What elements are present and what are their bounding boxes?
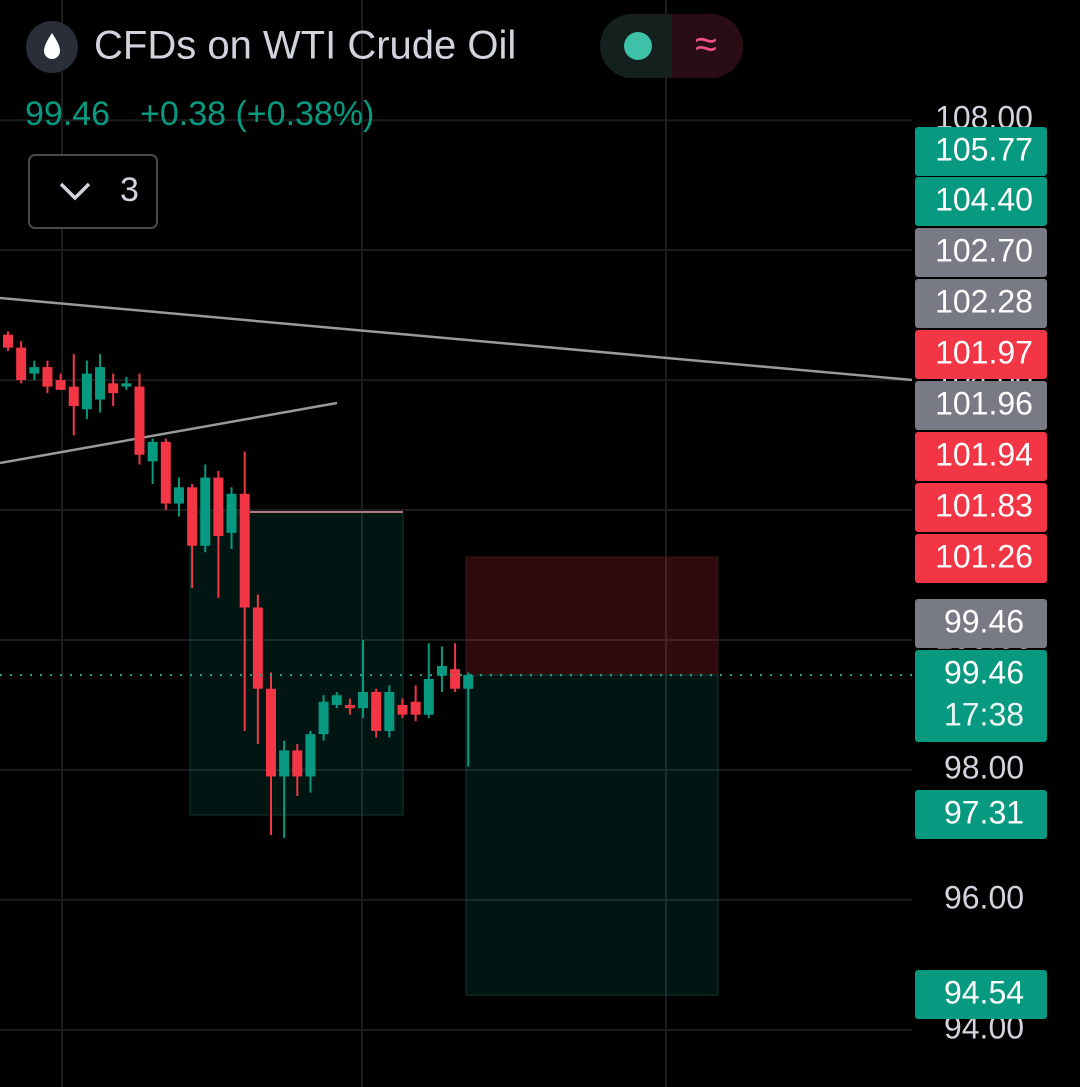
candle-body bbox=[29, 367, 40, 374]
candle-body bbox=[108, 383, 119, 394]
price-tag-label: 94.54 bbox=[944, 974, 1024, 1010]
candle-body bbox=[344, 704, 355, 709]
price-tag-label: 97.31 bbox=[944, 794, 1024, 830]
candle-body bbox=[239, 493, 250, 608]
last-price: 99.46 bbox=[25, 95, 110, 133]
price-tag bbox=[915, 279, 1047, 328]
candle-body bbox=[292, 750, 303, 777]
price-tag-label: 104.40 bbox=[935, 181, 1033, 217]
candle-body bbox=[358, 691, 369, 709]
candle-body bbox=[55, 380, 66, 390]
candle-body bbox=[423, 678, 434, 715]
candle-body bbox=[16, 347, 27, 381]
price-tag-label: 99.46 bbox=[944, 603, 1024, 639]
candle-body bbox=[410, 701, 421, 715]
target-zone bbox=[465, 674, 719, 996]
price-tag-label: 102.28 bbox=[935, 283, 1033, 319]
candle-body bbox=[160, 441, 171, 504]
status-pill-right bbox=[672, 14, 743, 78]
price-tag bbox=[915, 127, 1047, 176]
price-tag-label: 101.94 bbox=[935, 436, 1033, 472]
price-tag-label: 101.26 bbox=[935, 538, 1033, 574]
price-tag-label: 101.96 bbox=[935, 385, 1033, 421]
candle-body bbox=[68, 386, 79, 407]
candle-body bbox=[305, 734, 316, 777]
price-change: +0.38 (+0.38%) bbox=[140, 95, 374, 133]
price-tag bbox=[915, 650, 1047, 742]
price-tag bbox=[915, 534, 1047, 583]
price-tag bbox=[915, 228, 1047, 277]
candle-body bbox=[213, 477, 224, 537]
stop-zone bbox=[465, 556, 719, 676]
price-tag bbox=[915, 381, 1047, 430]
chevron bbox=[59, 182, 91, 201]
candle-body bbox=[371, 691, 382, 731]
price-tag bbox=[915, 432, 1047, 481]
price-tags: 105.77 104.40 102.70 102.28 101.97 101.96 101.… bbox=[915, 127, 1047, 1019]
trend-line bbox=[0, 296, 913, 382]
candle-body bbox=[266, 688, 276, 777]
y-tick-label: 98.00 bbox=[944, 749, 1024, 785]
candle-body bbox=[121, 383, 132, 387]
price-tag-label: 101.83 bbox=[935, 487, 1033, 523]
candle-body bbox=[331, 695, 342, 705]
symbol-title: CFDs on WTI Crude Oil bbox=[94, 24, 516, 68]
candle-body bbox=[436, 665, 447, 676]
trend-line bbox=[0, 401, 338, 465]
candle-body bbox=[226, 493, 237, 533]
price-tag-label: 101.97 bbox=[935, 334, 1033, 370]
drop-icon bbox=[44, 33, 60, 59]
y-tick-label: 96.00 bbox=[944, 879, 1024, 915]
price-tag bbox=[915, 790, 1047, 839]
price-tag bbox=[915, 483, 1047, 532]
candle-body bbox=[463, 675, 474, 689]
header: CFDs on WTI Crude Oil ≈ 99.46 +0.38 (+0.… bbox=[25, 14, 743, 229]
candle-body bbox=[134, 386, 145, 455]
candle-body bbox=[279, 750, 290, 777]
candle-body bbox=[147, 441, 158, 462]
candle-body bbox=[318, 701, 329, 735]
candle-body bbox=[252, 607, 263, 689]
price-tag-label: 99.46 bbox=[944, 654, 1024, 690]
candle-body bbox=[173, 487, 184, 504]
data-icon: ≈ bbox=[695, 23, 717, 67]
price-tag-label: 102.70 bbox=[935, 232, 1033, 268]
market-status bbox=[624, 32, 652, 60]
indicator-count: 3 bbox=[120, 171, 139, 209]
indicators-toggle[interactable] bbox=[28, 154, 158, 229]
candle-body bbox=[81, 373, 92, 410]
candle-body bbox=[450, 669, 461, 689]
countdown: 17:38 bbox=[944, 696, 1024, 732]
plot bbox=[0, 331, 912, 839]
candle-body bbox=[187, 487, 198, 546]
candle-body bbox=[397, 704, 408, 715]
price-tag bbox=[915, 599, 1047, 648]
price-tag bbox=[915, 177, 1047, 226]
candle-body bbox=[42, 367, 53, 387]
candle-body bbox=[200, 477, 211, 546]
grid bbox=[0, 0, 912, 1087]
candle-body bbox=[3, 334, 13, 348]
price-tag-label: 105.77 bbox=[935, 131, 1033, 167]
candle-body bbox=[95, 367, 106, 400]
price-tag bbox=[915, 330, 1047, 379]
candle-body bbox=[384, 691, 395, 731]
price-tag bbox=[915, 970, 1047, 1019]
